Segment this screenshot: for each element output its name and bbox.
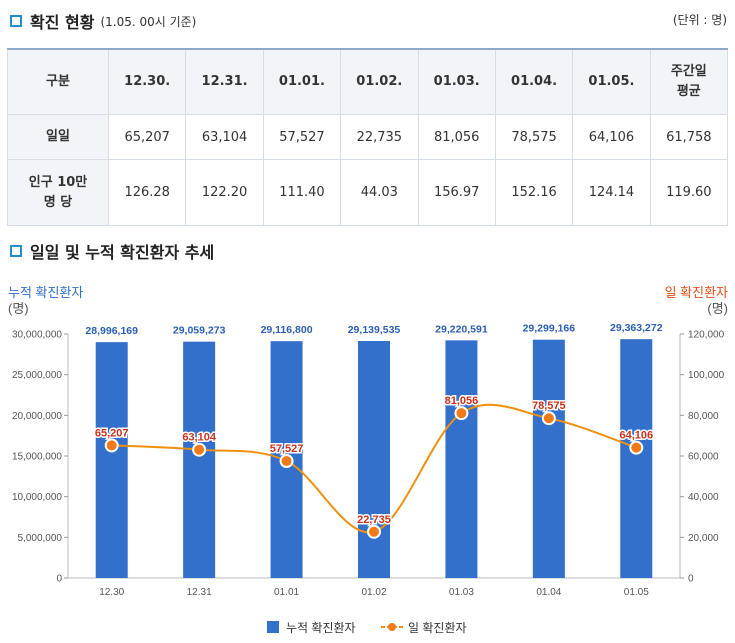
line-point [367, 524, 381, 539]
line-data-label: 81,056 [445, 395, 479, 407]
bar [95, 342, 128, 578]
line-data-label: 22,735 [357, 514, 391, 526]
bar [620, 339, 653, 578]
left-tick-label: 25,000,000 [12, 370, 62, 381]
line-point [454, 406, 469, 421]
table-cell: 124.14 [572, 159, 651, 226]
bar-data-label: 29,059,273 [173, 325, 226, 337]
bar [183, 341, 216, 578]
left-tick-label: 5,000,000 [18, 533, 63, 544]
status-title: 확진 현황 [30, 13, 95, 32]
table-header-cell: 01.02. [340, 48, 419, 115]
line-data-label: 78,575 [532, 400, 566, 412]
table-row-label: 인구 10만 명 당 [7, 159, 109, 226]
table-cell: 156.97 [417, 159, 496, 226]
line-data-label: 65,207 [95, 427, 129, 439]
x-tick-label: 01.03 [449, 587, 474, 598]
table-header-cell: 01.05. [572, 48, 651, 115]
right-axis-title: 일 확진환자 [665, 285, 728, 300]
table-row-label: 일일 [7, 114, 109, 160]
line-point [104, 438, 119, 453]
bar [445, 340, 478, 578]
right-tick-label: 80,000 [688, 411, 719, 422]
table-cell: 22,735 [340, 114, 419, 160]
right-tick-label: 120,000 [688, 330, 725, 341]
legend-label-bar: 누적 확진환자 [286, 621, 356, 635]
x-tick-label: 01.05 [624, 587, 649, 598]
status-table: 구분 12.30. 12.31. 01.01. 01.02. 01.03. 01.04. 01… [7, 48, 729, 226]
table-header-cell: 01.03. [417, 48, 496, 115]
right-tick-label: 20,000 [688, 533, 719, 544]
left-tick-label: 10,000,000 [12, 492, 62, 503]
right-tick-label: 0 [688, 574, 694, 585]
line-data-label: 63,104 [182, 432, 217, 444]
line-point [629, 440, 644, 455]
left-axis-unit: (명) [8, 301, 29, 316]
bar-data-label: 28,996,169 [85, 325, 138, 337]
table-cell: 81,056 [417, 114, 496, 160]
x-tick-label: 01.04 [536, 587, 561, 598]
table-header-row: 구분 12.30. 12.31. 01.01. 01.02. 01.03. 01.04. 01… [7, 48, 729, 115]
right-tick-label: 40,000 [688, 492, 719, 503]
line-data-label: 57,527 [270, 443, 304, 455]
left-tick-label: 20,000,000 [12, 411, 62, 422]
table-cell: 64,106 [572, 114, 651, 160]
x-tick-label: 12.30 [99, 587, 124, 598]
table-cell: 78,575 [494, 114, 574, 160]
bar-data-label: 29,220,591 [435, 323, 488, 335]
x-tick-label: 01.02 [361, 587, 386, 598]
line-point [541, 411, 556, 426]
unit-note: (단위 : 명) [672, 13, 727, 27]
table-header-category: 구분 [7, 48, 109, 115]
table-row-per100k: 인구 10만 명 당 126.28 122.20 111.40 44.03 156.97 15… [7, 159, 729, 226]
trend-chart: 누적 확진환자(명)일 확진환자(명)05,000,00010,000,0001… [8, 285, 728, 635]
x-tick-label: 01.01 [274, 587, 299, 598]
table-cell: 44.03 [340, 159, 419, 226]
table-cell: 126.28 [107, 159, 187, 226]
line-point [192, 442, 207, 457]
right-tick-label: 100,000 [688, 370, 725, 381]
table-cell: 111.40 [262, 159, 342, 226]
table-cell: 122.20 [185, 159, 264, 226]
left-tick-label: 30,000,000 [12, 330, 62, 341]
line-point [279, 454, 294, 469]
table-row-daily: 일일 65,207 63,104 57,527 22,735 81,056 78,575 64… [7, 114, 729, 160]
bullet-square-icon [10, 15, 22, 27]
right-tick-label: 60,000 [688, 452, 719, 463]
table-cell: 63,104 [185, 114, 264, 160]
section-title-status: 확진 현황 (1.05. 00시 기준) [10, 9, 196, 33]
bar-data-label: 29,116,800 [261, 324, 313, 336]
table-cell: 61,758 [649, 114, 729, 160]
legend-swatch-bar [267, 621, 279, 633]
bar [358, 340, 390, 578]
table-cell: 119.60 [649, 159, 729, 226]
table-header-cell: 01.01. [262, 48, 342, 115]
bullet-square-icon [10, 245, 22, 257]
table-cell: 152.16 [494, 159, 574, 226]
bar [532, 339, 565, 578]
left-axis-title: 누적 확진환자 [8, 285, 83, 300]
left-tick-label: 15,000,000 [12, 452, 62, 463]
table-header-cell: 01.04. [494, 48, 574, 115]
legend-label-line: 일 확진환자 [408, 621, 467, 635]
legend-swatch-point [388, 623, 396, 631]
right-axis-unit: (명) [707, 301, 728, 316]
left-tick-label: 0 [56, 574, 62, 585]
x-tick-label: 12.31 [187, 587, 212, 598]
table-header-cell: 12.30. [107, 48, 187, 115]
status-subtitle: (1.05. 00시 기준) [100, 14, 197, 29]
bar-data-label: 29,363,272 [610, 322, 663, 334]
table-cell: 65,207 [107, 114, 187, 160]
table-cell: 57,527 [262, 114, 342, 160]
bar-data-label: 29,139,535 [348, 324, 401, 336]
trend-title: 일일 및 누적 확진환자 추세 [30, 243, 215, 262]
bar-data-label: 29,299,166 [523, 323, 576, 335]
table-header-cell: 주간일 평균 [649, 48, 729, 115]
table-header-cell: 12.31. [185, 48, 264, 115]
section-title-trend: 일일 및 누적 확진환자 추세 [10, 239, 214, 263]
line-data-label: 64,106 [619, 430, 653, 442]
